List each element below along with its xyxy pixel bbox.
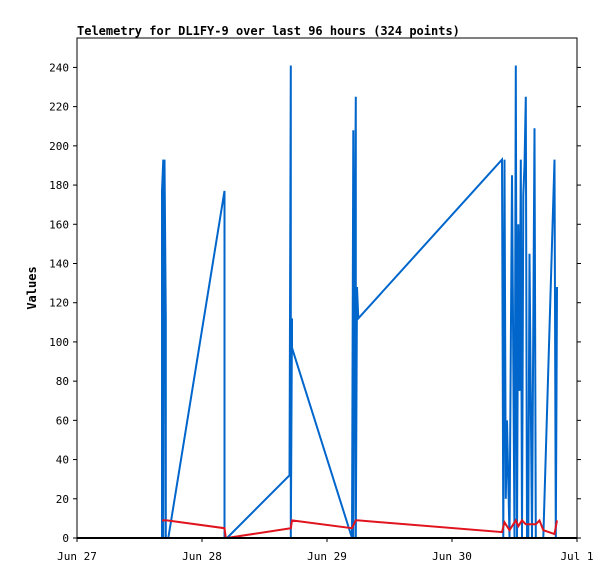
y-axis-label: Values [25, 266, 39, 309]
x-tick-label: Jun 30 [432, 550, 472, 563]
y-tick-label: 240 [49, 61, 69, 74]
x-tick-label: Jul 1 [560, 550, 593, 563]
y-tick-label: 60 [56, 414, 69, 427]
y-tick-label: 140 [49, 257, 69, 270]
x-tick-label: Jun 27 [57, 550, 97, 563]
x-axis: Jun 27 Jun 28 Jun 29 Jun 30 Jul 1 [57, 538, 594, 563]
y-tick-label: 180 [49, 179, 69, 192]
y-tick-label: 100 [49, 336, 69, 349]
y-tick-label: 80 [56, 375, 69, 388]
y-tick-label: 40 [56, 454, 69, 467]
series-line-0 [161, 65, 558, 539]
y-tick-label: 0 [62, 532, 69, 545]
series-layer [77, 65, 577, 539]
x-tick-label: Jun 29 [307, 550, 347, 563]
plot-frame [76, 37, 578, 539]
y-tick-label: 220 [49, 101, 69, 114]
chart-title: Telemetry for DL1FY-9 over last 96 hours… [77, 24, 460, 38]
x-tick-label: Jun 28 [182, 550, 222, 563]
y-tick-label: 120 [49, 297, 69, 310]
y-tick-label: 200 [49, 140, 69, 153]
y-tick-label: 20 [56, 493, 69, 506]
y-tick-label: 160 [49, 218, 69, 231]
y-axis: 0 20 40 60 80 100 120 140 160 180 200 220 240 [49, 61, 581, 545]
